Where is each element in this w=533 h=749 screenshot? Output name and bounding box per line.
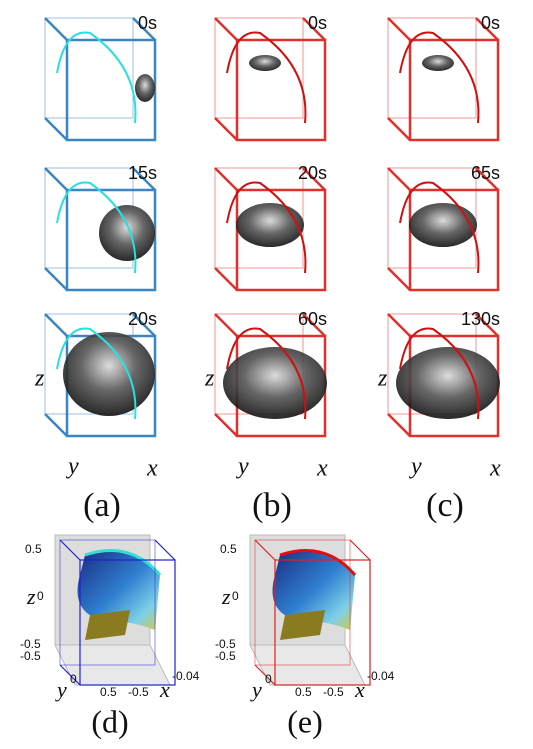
tick-label: 0 <box>70 672 77 686</box>
rendered-volume <box>249 55 281 71</box>
tick-label: -0.04 <box>367 669 395 683</box>
panel-label: (b) <box>252 487 292 524</box>
rendered-volume <box>409 203 477 247</box>
time-label: 130s <box>461 309 500 329</box>
page: 0s 15s 20s z y x (a) 0s 20s 60s z y x (b) 0s 65s 130s z y x… <box>0 0 533 749</box>
time-label: 20s <box>298 163 327 183</box>
rendered-volume <box>99 205 155 261</box>
axis-label-x: x <box>354 677 365 702</box>
tick-label: 0 <box>37 589 44 603</box>
panel-label: (e) <box>287 703 323 739</box>
axis-label-z: z <box>221 584 231 609</box>
tick-label: -0.5 <box>20 649 41 663</box>
box-front <box>237 40 325 140</box>
axis-label-x: x <box>316 456 328 482</box>
tick-label: -0.04 <box>172 669 200 683</box>
figure: 0s 15s 20s z y x (a) 0s 20s 60s z y x (b) 0s 65s 130s z y x… <box>0 0 533 749</box>
time-label: 0s <box>138 13 157 33</box>
box-edges <box>388 18 498 140</box>
time-label: 65s <box>471 163 500 183</box>
axis-label-x: x <box>489 456 501 482</box>
rendered-volume <box>135 74 155 102</box>
axis-label-z: z <box>34 366 45 392</box>
curve <box>227 33 305 124</box>
time-label: 60s <box>298 309 327 329</box>
time-label: 20s <box>128 309 157 329</box>
box-front <box>410 40 498 140</box>
panel-label: (d) <box>91 703 128 739</box>
axis-label-y: y <box>236 454 249 480</box>
axis-label-z: z <box>204 366 215 392</box>
panel-label: (a) <box>83 487 121 524</box>
curve <box>57 33 135 124</box>
axis-label-x: x <box>159 677 170 702</box>
rendered-volume <box>236 203 304 247</box>
axis-label-y: y <box>409 454 422 480</box>
rendered-volume <box>396 347 500 419</box>
tick-label: 0 <box>232 589 239 603</box>
axis-label-z: z <box>377 366 388 392</box>
axis-label-z: z <box>26 584 36 609</box>
tick-label: -0.5 <box>323 685 344 699</box>
tick-label: 0.5 <box>295 685 312 699</box>
time-label: 0s <box>308 13 327 33</box>
tick-label: 0 <box>265 672 272 686</box>
axis-label-y: y <box>66 454 79 480</box>
rendered-volume <box>223 347 327 419</box>
tick-label: -0.5 <box>215 649 236 663</box>
rendered-volume <box>422 55 454 71</box>
panel-label: (c) <box>426 487 464 524</box>
tick-label: 0.5 <box>220 542 237 556</box>
tick-label: -0.5 <box>128 685 149 699</box>
tick-label: 0.5 <box>25 542 42 556</box>
tick-label: 0.5 <box>100 685 117 699</box>
time-label: 15s <box>128 163 157 183</box>
axis-label-y: y <box>250 677 262 702</box>
time-label: 0s <box>481 13 500 33</box>
axis-label-x: x <box>146 456 158 482</box>
box-edges <box>215 18 325 140</box>
curve <box>400 33 478 124</box>
axis-label-y: y <box>55 677 67 702</box>
